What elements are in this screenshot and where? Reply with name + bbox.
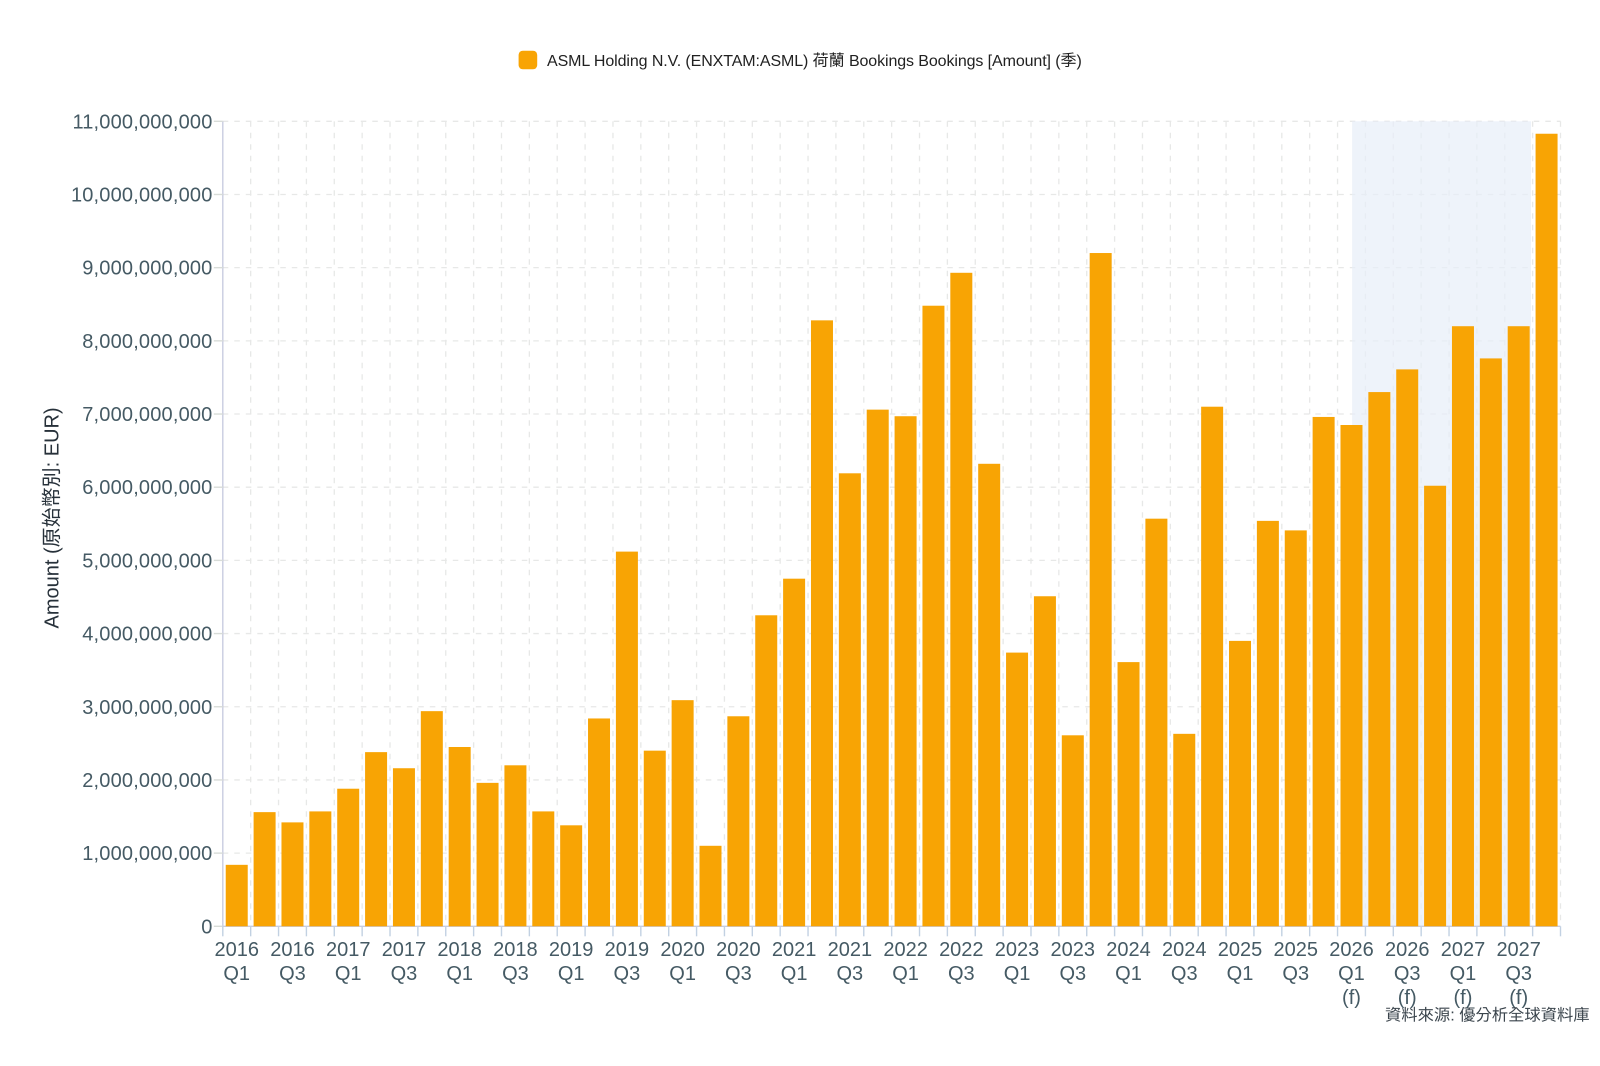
svg-text:(f): (f) bbox=[1454, 987, 1473, 1009]
svg-text:: EUR): : EUR) bbox=[42, 407, 64, 467]
svg-text:Q3: Q3 bbox=[1282, 963, 1309, 985]
svg-text:Q3: Q3 bbox=[279, 963, 306, 985]
svg-text:Q1: Q1 bbox=[1338, 963, 1365, 985]
svg-text:Q1: Q1 bbox=[781, 963, 808, 985]
svg-text:Q1: Q1 bbox=[892, 963, 919, 985]
svg-text:Q3: Q3 bbox=[725, 963, 752, 985]
svg-text:2026: 2026 bbox=[1329, 939, 1374, 961]
svg-text:Q3: Q3 bbox=[502, 963, 529, 985]
svg-text:6,000,000,000: 6,000,000,000 bbox=[82, 477, 212, 499]
svg-text:2025: 2025 bbox=[1274, 939, 1319, 961]
svg-text:2019: 2019 bbox=[549, 939, 594, 961]
svg-text:): ) bbox=[1077, 53, 1082, 70]
svg-text:2022: 2022 bbox=[939, 939, 984, 961]
svg-text:Q3: Q3 bbox=[1394, 963, 1421, 985]
svg-text:1,000,000,000: 1,000,000,000 bbox=[82, 843, 212, 865]
svg-text:7,000,000,000: 7,000,000,000 bbox=[82, 404, 212, 426]
svg-text:(f): (f) bbox=[1398, 987, 1417, 1009]
svg-text:4,000,000,000: 4,000,000,000 bbox=[82, 624, 212, 646]
svg-text:2023: 2023 bbox=[995, 939, 1040, 961]
svg-text:2017: 2017 bbox=[382, 939, 427, 961]
svg-text:Q1: Q1 bbox=[1450, 963, 1477, 985]
svg-text:2022: 2022 bbox=[883, 939, 928, 961]
svg-text:Q1: Q1 bbox=[1227, 963, 1254, 985]
svg-text:Q1: Q1 bbox=[669, 963, 696, 985]
svg-text:10,000,000,000: 10,000,000,000 bbox=[71, 184, 213, 206]
svg-text:2020: 2020 bbox=[660, 939, 705, 961]
svg-text:2027: 2027 bbox=[1441, 939, 1486, 961]
svg-text:Q3: Q3 bbox=[1059, 963, 1086, 985]
svg-text:(f): (f) bbox=[1509, 987, 1528, 1009]
svg-text:Q3: Q3 bbox=[1171, 963, 1198, 985]
svg-text:(f): (f) bbox=[1342, 987, 1361, 1009]
svg-text:Q3: Q3 bbox=[948, 963, 975, 985]
svg-text:8,000,000,000: 8,000,000,000 bbox=[82, 331, 212, 353]
svg-text:2016: 2016 bbox=[270, 939, 315, 961]
svg-text:2027: 2027 bbox=[1496, 939, 1541, 961]
svg-text:Q1: Q1 bbox=[223, 963, 250, 985]
svg-text:Q1: Q1 bbox=[558, 963, 585, 985]
svg-text:2,000,000,000: 2,000,000,000 bbox=[82, 770, 212, 792]
svg-text:2019: 2019 bbox=[605, 939, 650, 961]
svg-text:Q1: Q1 bbox=[446, 963, 473, 985]
svg-text:Amount (: Amount ( bbox=[42, 547, 64, 628]
svg-text:2024: 2024 bbox=[1106, 939, 1151, 961]
svg-text:Q3: Q3 bbox=[614, 963, 641, 985]
svg-text:Q1: Q1 bbox=[1115, 963, 1142, 985]
svg-text:2021: 2021 bbox=[772, 939, 817, 961]
svg-text:11,000,000,000: 11,000,000,000 bbox=[72, 111, 212, 133]
svg-text:2023: 2023 bbox=[1051, 939, 1096, 961]
svg-text:9,000,000,000: 9,000,000,000 bbox=[82, 258, 212, 280]
svg-text:Q1: Q1 bbox=[1004, 963, 1031, 985]
svg-text:2017: 2017 bbox=[326, 939, 371, 961]
svg-text:0: 0 bbox=[201, 916, 212, 938]
svg-text:2018: 2018 bbox=[493, 939, 538, 961]
svg-text:Q3: Q3 bbox=[837, 963, 864, 985]
svg-text:2024: 2024 bbox=[1162, 939, 1207, 961]
svg-text:2025: 2025 bbox=[1218, 939, 1263, 961]
svg-text:2020: 2020 bbox=[716, 939, 761, 961]
svg-text:Q1: Q1 bbox=[335, 963, 362, 985]
svg-text:2018: 2018 bbox=[437, 939, 482, 961]
svg-text:Q3: Q3 bbox=[1505, 963, 1532, 985]
svg-text:2016: 2016 bbox=[214, 939, 259, 961]
svg-text:3,000,000,000: 3,000,000,000 bbox=[82, 697, 212, 719]
svg-text:5,000,000,000: 5,000,000,000 bbox=[82, 550, 212, 572]
svg-text:ASML Holding N.V. (ENXTAM:ASML: ASML Holding N.V. (ENXTAM:ASML) bbox=[547, 53, 813, 70]
svg-text:Q3: Q3 bbox=[391, 963, 418, 985]
svg-text:2021: 2021 bbox=[828, 939, 873, 961]
svg-text:2026: 2026 bbox=[1385, 939, 1430, 961]
svg-text:Bookings Bookings [Amount] (: Bookings Bookings [Amount] ( bbox=[845, 53, 1062, 70]
svg-text::: : bbox=[1450, 1007, 1459, 1025]
